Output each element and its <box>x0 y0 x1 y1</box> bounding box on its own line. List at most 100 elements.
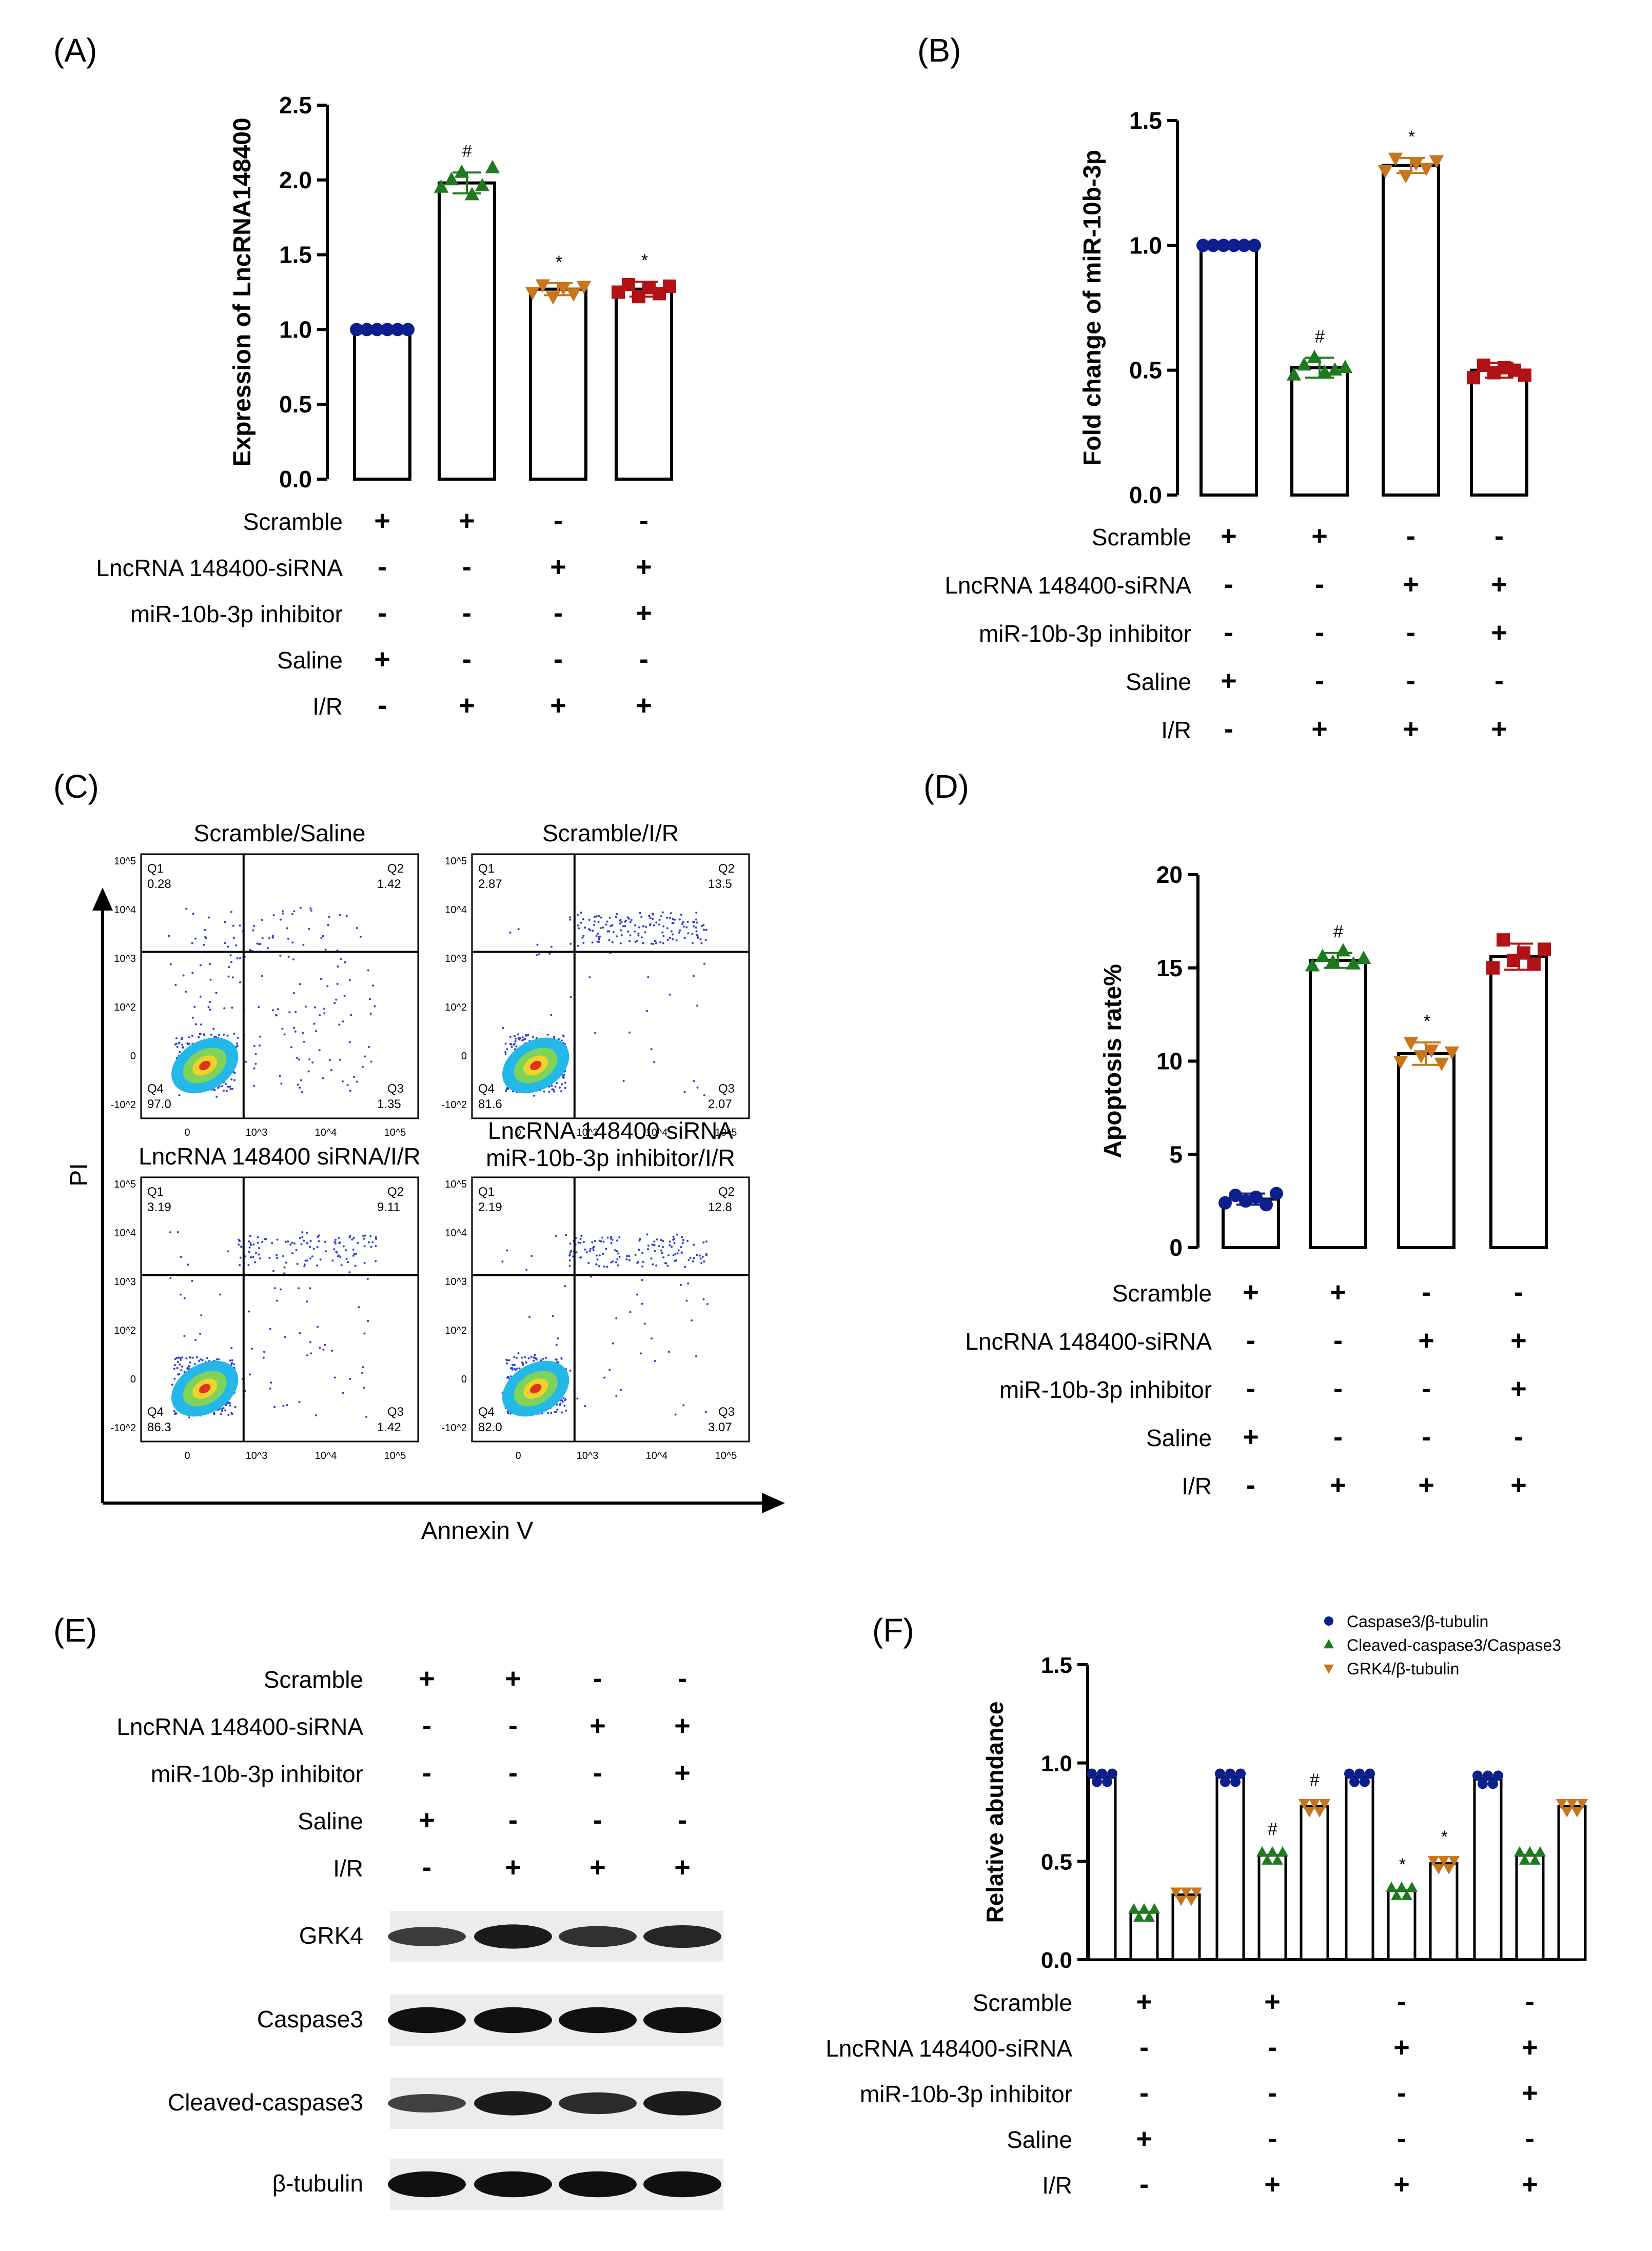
flow-event <box>633 930 636 933</box>
flow-event <box>367 1241 370 1243</box>
flow-event <box>179 1363 181 1366</box>
flow-event <box>577 944 579 947</box>
condition-label: LncRNA 148400-siRNA <box>965 1328 1212 1355</box>
condition-sign: - <box>1494 665 1504 696</box>
condition-sign: + <box>636 598 652 628</box>
blot-band <box>388 2171 466 2198</box>
bar <box>1290 366 1349 497</box>
flow-event <box>180 1358 182 1361</box>
flow-event <box>615 1395 618 1397</box>
data-point <box>1514 1846 1525 1857</box>
flow-event <box>298 1058 301 1061</box>
flow-event <box>209 963 211 965</box>
flow-event <box>668 937 671 939</box>
flow-event <box>224 921 226 923</box>
flow-event <box>279 1288 282 1291</box>
flow-y-tick: 10^5 <box>114 1179 136 1190</box>
bar <box>1473 1777 1503 1961</box>
flow-event <box>667 1254 670 1257</box>
density-core <box>199 1384 211 1394</box>
quadrant-name: Q4 <box>147 1405 164 1419</box>
condition-sign: - <box>1406 665 1415 696</box>
condition-label: LncRNA 148400-siRNA <box>116 1713 363 1740</box>
data-point <box>1438 1856 1449 1867</box>
flow-event <box>191 942 193 944</box>
flow-event <box>351 1238 353 1241</box>
flow-event <box>630 919 633 921</box>
flow-event <box>592 1247 595 1249</box>
flow-event <box>307 1070 310 1073</box>
flow-event <box>685 926 688 929</box>
flow-event <box>662 1240 664 1242</box>
flow-event <box>228 965 230 968</box>
data-point <box>1360 1776 1370 1787</box>
annexin-arrowhead <box>762 1493 785 1513</box>
flow-event <box>183 1297 186 1299</box>
flow-event <box>524 1356 526 1358</box>
panel-label-b: (B) <box>917 32 961 69</box>
band-label: β-tubulin <box>272 2170 363 2197</box>
flow-event <box>181 1356 183 1359</box>
flow-event <box>674 918 676 921</box>
flow-event <box>301 1231 304 1234</box>
flow-event <box>653 1061 656 1063</box>
flow-event <box>511 1368 514 1371</box>
flow-plot-title: Scramble/I/R <box>542 820 679 846</box>
data-point <box>1378 165 1393 179</box>
data-point <box>1408 157 1424 171</box>
flow-event <box>275 1014 278 1017</box>
data-point <box>1196 239 1210 252</box>
flow-event <box>527 1034 529 1036</box>
flow-event <box>666 939 669 941</box>
flow-event <box>284 1240 287 1243</box>
condition-sign: - <box>1525 1986 1535 2017</box>
bar-chart-b: 0.0 0.5 1.0 1.5 Fold change of miR-10b-3p # * <box>1079 107 1531 508</box>
condition-sign: - <box>678 1663 687 1694</box>
data-point <box>1424 1044 1439 1058</box>
flow-event <box>609 925 612 927</box>
flow-event <box>287 937 289 940</box>
condition-sign: - <box>1268 2123 1277 2154</box>
flow-event <box>291 1241 293 1244</box>
flow-event <box>681 1236 683 1238</box>
western-blot: GRK4 Caspase3 Cleaved-caspase3 β-tubulin <box>168 1911 723 2210</box>
flow-event <box>620 929 622 932</box>
flow-y-tick: 10^4 <box>445 904 467 916</box>
significance-mark: # <box>1333 922 1344 942</box>
flow-event <box>641 1265 644 1268</box>
flow-event <box>665 916 668 919</box>
flow-event <box>257 1241 259 1244</box>
flow-event <box>266 947 269 950</box>
flow-event <box>628 1259 631 1261</box>
flow-event <box>601 1236 604 1239</box>
y-tick-label: 1.5 <box>1129 107 1162 134</box>
flow-x-tick: 0 <box>184 1450 190 1462</box>
flow-event <box>652 942 654 945</box>
quadrant-value: 1.42 <box>377 877 401 891</box>
data-point <box>1270 1187 1283 1200</box>
condition-sign: - <box>462 644 471 675</box>
flow-event <box>693 1257 695 1259</box>
quadrant-name: Q3 <box>718 1405 735 1419</box>
flow-event <box>229 1085 231 1088</box>
flow-event <box>598 938 600 940</box>
data-point <box>1467 371 1480 385</box>
flow-event <box>692 925 695 927</box>
flow-event <box>629 934 632 937</box>
flow-event <box>703 1260 705 1263</box>
flow-event <box>504 1051 507 1053</box>
y-tick-label: 1.0 <box>1041 1751 1072 1776</box>
flow-event <box>600 916 602 919</box>
flow-event <box>565 1234 567 1236</box>
condition-sign: - <box>422 1710 431 1741</box>
flow-y-tick: 0 <box>461 1374 467 1385</box>
flow-event <box>553 1090 556 1093</box>
quadrant-value: 9.11 <box>377 1200 400 1214</box>
condition-sign: - <box>1246 1373 1255 1404</box>
legend-label: Cleaved-caspase3/Caspase3 <box>1347 1636 1561 1654</box>
flow-event <box>670 930 673 933</box>
flow-event <box>310 1352 312 1355</box>
flow-event <box>577 1241 580 1244</box>
flow-event <box>375 1237 378 1240</box>
flow-event <box>619 942 622 944</box>
